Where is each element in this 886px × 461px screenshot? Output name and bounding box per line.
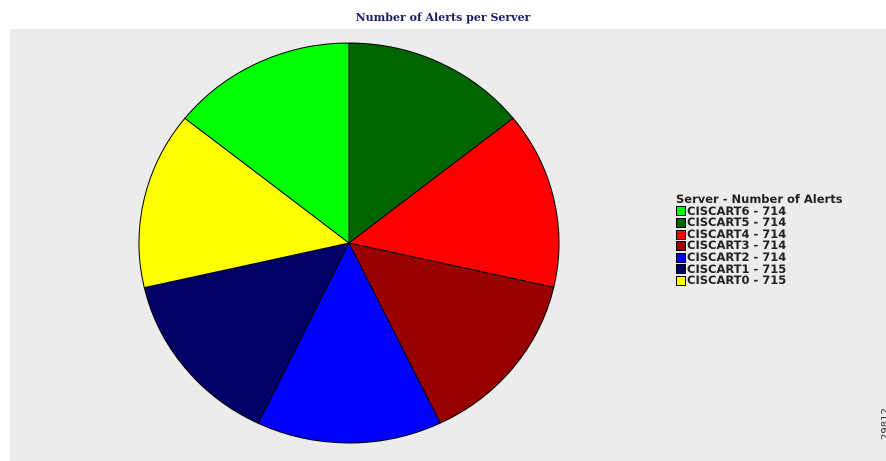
legend-label: CISCART4 - 714 bbox=[687, 226, 787, 241]
legend-swatch bbox=[676, 275, 686, 286]
legend-entries: CISCART6 - 714 CISCART5 - 714 CISCART4 - 7… bbox=[676, 203, 843, 287]
legend-entry: CISCART1 - 715 bbox=[676, 261, 843, 276]
legend-swatch bbox=[676, 264, 686, 275]
legend-entry: CISCART4 - 714 bbox=[676, 226, 843, 241]
legend-label: CISCART2 - 714 bbox=[687, 249, 787, 264]
legend-label: CISCART0 - 715 bbox=[687, 273, 787, 288]
pie-slice-ciscart0 bbox=[138, 117, 351, 289]
legend-swatch bbox=[676, 252, 686, 263]
pie-slice-ciscart5 bbox=[348, 42, 514, 245]
legend-swatch bbox=[676, 229, 686, 240]
legend-entry: CISCART0 - 715 bbox=[676, 275, 843, 287]
legend: Server - Number of Alerts CISCART6 - 714… bbox=[676, 192, 843, 287]
pie-slice-ciscart4 bbox=[347, 117, 560, 288]
legend-swatch bbox=[676, 241, 686, 252]
legend-entry: CISCART2 - 714 bbox=[676, 249, 843, 264]
legend-entry: CISCART6 - 714 bbox=[676, 203, 843, 218]
legend-swatch bbox=[676, 217, 686, 228]
figure-id: 29812 bbox=[880, 408, 886, 440]
pie-slice-ciscart6 bbox=[184, 42, 350, 245]
legend-swatch bbox=[676, 206, 686, 217]
pie-slice-ciscart3 bbox=[348, 242, 555, 424]
legend-entry: CISCART5 - 714 bbox=[676, 217, 843, 229]
legend-title: Server - Number of Alerts bbox=[676, 192, 843, 206]
legend-label: CISCART1 - 715 bbox=[687, 261, 787, 276]
legend-entry: CISCART3 - 714 bbox=[676, 240, 843, 252]
pie-slice-ciscart1 bbox=[143, 242, 350, 424]
legend-label: CISCART5 - 714 bbox=[687, 215, 787, 230]
legend-label: CISCART3 - 714 bbox=[687, 238, 787, 253]
legend-label: CISCART6 - 714 bbox=[687, 203, 787, 218]
pie-slice-ciscart2 bbox=[257, 241, 442, 444]
chart-title: Number of Alerts per Server bbox=[355, 11, 531, 24]
